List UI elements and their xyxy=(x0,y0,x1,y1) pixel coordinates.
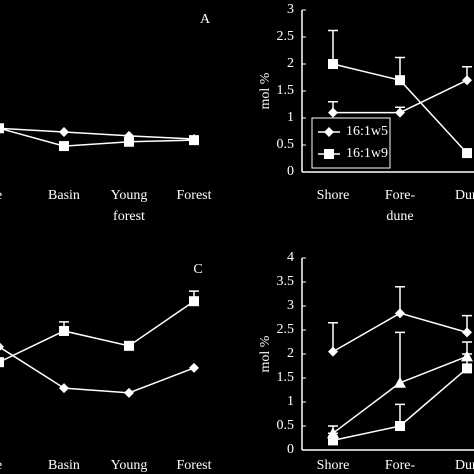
marker xyxy=(189,135,199,146)
x-tick-label: Fore- xyxy=(385,188,416,203)
error-bar xyxy=(328,29,338,64)
y-tick-label: 4 xyxy=(287,250,294,265)
x-tick-label: Fore- xyxy=(385,458,416,473)
marker xyxy=(124,136,134,147)
y-tick-label: 1 xyxy=(287,110,294,125)
x-tick-label: Forest xyxy=(177,458,212,473)
marker xyxy=(395,308,405,319)
legend-box xyxy=(311,117,391,169)
y-tick-label: 0 xyxy=(287,442,294,457)
marker xyxy=(462,327,472,338)
x-tick-label: Dun xyxy=(455,458,474,473)
error-bar xyxy=(395,331,405,383)
marker xyxy=(0,123,4,134)
y-tick-label: 0.5 xyxy=(277,418,295,433)
marker xyxy=(59,141,69,152)
marker xyxy=(328,107,338,118)
panel-label: A xyxy=(200,12,211,27)
x-tick-label: Basin xyxy=(48,458,80,473)
legend-label: 16:1w5 xyxy=(346,124,388,139)
marker xyxy=(394,376,406,388)
marker xyxy=(462,148,472,159)
x-tick-label: Basin xyxy=(48,188,80,203)
y-tick-label: 1.5 xyxy=(277,370,295,385)
marker xyxy=(59,127,69,138)
marker xyxy=(59,383,69,394)
y-tick-label: 1.5 xyxy=(277,83,295,98)
marker xyxy=(124,387,134,398)
marker xyxy=(462,363,472,374)
y-tick-label: 2 xyxy=(287,346,294,361)
legend-marker xyxy=(324,149,334,159)
line xyxy=(0,300,195,363)
y-axis-label: mol % xyxy=(258,72,273,109)
marker xyxy=(189,296,199,307)
x-tick-label: dune xyxy=(386,209,413,224)
line xyxy=(0,127,195,147)
marker xyxy=(328,346,338,357)
y-tick-label: 3 xyxy=(287,298,294,313)
marker xyxy=(0,342,4,351)
y-tick-label: 2 xyxy=(287,56,294,71)
x-tick-label: Young xyxy=(111,188,148,203)
marker xyxy=(124,340,134,351)
marker xyxy=(189,362,199,373)
y-tick-label: 2.5 xyxy=(277,322,295,337)
y-tick-label: 0.5 xyxy=(277,137,295,152)
x-tick-label: Forest xyxy=(177,188,212,203)
x-tick-label: e xyxy=(0,188,2,203)
line xyxy=(0,346,195,394)
x-tick-label: Dun xyxy=(455,188,474,203)
marker xyxy=(395,75,405,86)
y-tick-label: 2.5 xyxy=(277,29,295,44)
panel-label: C xyxy=(193,262,202,277)
marker xyxy=(328,435,338,446)
y-tick-label: 3.5 xyxy=(277,274,295,289)
y-tick-label: 0 xyxy=(287,164,294,179)
marker xyxy=(395,107,405,118)
marker xyxy=(328,59,338,69)
y-axis-label: mol % xyxy=(258,335,273,372)
marker xyxy=(0,357,4,368)
legend-label: 16:1w9 xyxy=(346,146,388,161)
x-tick-label: e xyxy=(0,458,2,473)
x-tick-label: forest xyxy=(113,209,145,224)
x-tick-label: Shore xyxy=(317,188,350,203)
legend-marker xyxy=(324,127,334,137)
y-tick-label: 1 xyxy=(287,394,294,409)
marker xyxy=(59,325,69,336)
y-tick-label: 3 xyxy=(287,2,294,17)
marker xyxy=(462,75,472,86)
x-tick-label: Young xyxy=(111,458,148,473)
marker xyxy=(395,421,405,431)
line xyxy=(0,127,195,140)
x-tick-label: Shore xyxy=(317,458,350,473)
